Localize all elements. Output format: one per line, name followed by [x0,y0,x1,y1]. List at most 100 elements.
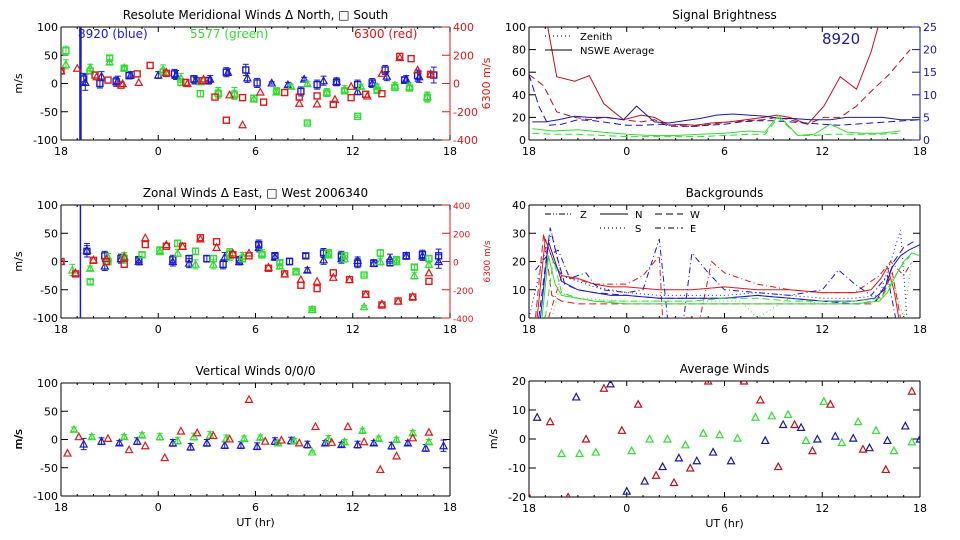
triangle-marker [286,81,296,90]
triangle-marker [340,436,350,446]
triangle-marker [545,416,555,426]
legend-label: S [635,224,641,235]
legend-label: E [690,224,696,235]
square-marker [345,275,354,284]
x-tick-label: 18 [522,323,536,336]
square-marker [120,64,128,72]
triangle-marker [225,434,235,443]
triangle-marker [778,419,788,429]
square-marker [418,251,427,259]
square-marker [332,78,341,87]
triangle-marker [760,435,770,445]
triangle-marker [228,248,238,257]
triangle-marker [357,425,367,435]
y-right-tick-label: -200 [453,287,474,297]
triangle-marker [692,455,702,465]
series-6300-zenith [529,49,911,127]
x-tick-label: 12 [346,145,360,158]
square-marker [378,89,386,98]
square-marker [191,247,200,256]
triangle-marker [864,442,875,452]
square-marker [396,52,404,61]
triangle-marker [375,256,385,266]
y-tick-label: 100 [37,199,58,212]
triangle-marker [377,68,387,77]
square-marker [125,71,133,80]
triangle-marker [591,447,601,456]
square-marker [196,234,205,242]
panel-zonal: Zonal Winds Δ East, □ West 2006340 18 0 6 12… [12,186,493,336]
series-8920-nswe-average [532,105,920,124]
series-line [529,230,908,318]
triangle-marker [173,248,183,257]
triangle-marker [871,425,881,434]
y-right-axis-label: 6300 m/s [483,240,493,283]
triangle-marker [658,461,668,471]
annotation-green: 5577 (green) [190,27,268,41]
y-right-tick-label: 0 [923,134,930,147]
triangle-marker [565,492,571,497]
triangle-marker [161,239,171,249]
y-tick-label: -100 [33,312,58,325]
square-marker [89,256,98,265]
panel-title: Resolute Meridional Winds Δ North, □ Sou… [123,8,389,22]
square-marker [62,47,70,55]
series-line [548,254,913,318]
square-marker [182,78,190,87]
x-tick-label: 6 [721,502,728,515]
y-tick-label: 0 [51,256,58,269]
triangle-marker [192,427,202,437]
triangle-marker [669,477,679,487]
y-tick-label: 100 [37,21,58,34]
triangle-marker [212,242,222,251]
triangle-marker [356,81,366,90]
square-marker [61,67,65,75]
triangle-marker [176,426,186,435]
square-marker [104,76,112,84]
triangle-marker [323,434,333,443]
triangle-marker [85,263,95,272]
square-marker [434,252,443,260]
triangle-marker [374,433,384,442]
square-marker [141,240,149,249]
triangle-marker [605,381,615,388]
series-8920-north [80,67,424,96]
x-axis-label: UT (hr) [705,517,743,530]
panel-title: Average Winds [680,362,770,376]
square-marker [329,100,337,109]
x-tick-label: 18 [54,323,68,336]
triangle-marker [529,492,532,497]
triangle-marker [532,412,542,421]
panel-title: Zonal Winds Δ East, □ West 2006340 [143,186,368,200]
triangle-marker [439,440,449,450]
square-marker [170,70,179,78]
legend-label: W [690,210,700,221]
triangle-marker [346,81,356,90]
series-line [532,116,901,138]
triangle-marker [403,438,413,447]
triangle-marker [812,434,822,443]
triangle-marker [830,431,840,440]
x-tick-label: 18 [913,145,927,158]
square-marker [86,67,94,75]
square-marker [402,252,410,260]
square-marker [394,297,402,305]
y-right-tick-label: -400 [453,134,478,147]
triangle-marker [312,276,322,285]
y-right-tick-label: 25 [923,21,937,34]
square-marker [212,238,221,246]
y-tick-label: 0 [519,433,526,446]
x-tick-label: 0 [155,323,162,336]
plot-area [62,394,449,474]
triangle-marker [819,396,829,405]
triangle-marker [137,430,147,439]
series-6300-west [61,234,433,309]
y-right-tick-label: 0 [453,78,460,91]
square-marker [362,90,370,98]
triangle-marker [674,453,684,462]
y-right-tick-label: 20 [923,44,937,57]
series-8920 [79,435,449,452]
y-right-tick-label: 400 [453,21,474,34]
